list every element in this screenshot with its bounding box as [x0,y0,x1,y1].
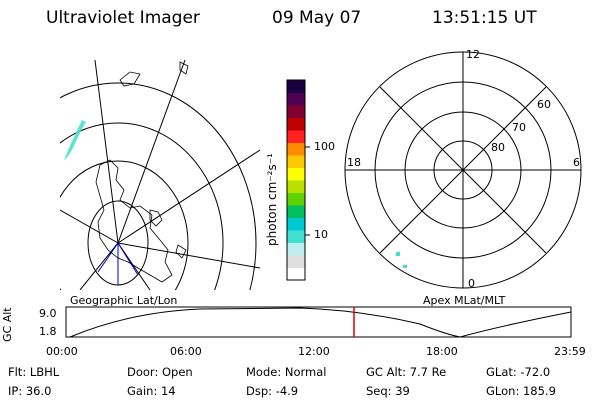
colorbar-band [287,180,305,193]
coastline [175,244,187,259]
polar-emission-spot [403,265,407,268]
door-info: Door: Open [127,365,193,379]
altitude-curve [69,307,572,338]
colorbar-band [287,230,305,243]
meridian [117,149,260,244]
colorbar-band [287,80,305,93]
time-tick-1200: 12:00 [298,345,330,358]
polar-emission-spot [396,252,400,256]
altitude-panel-frame [65,306,572,338]
colorbar-tick-label-10: 10 [314,228,328,241]
colorbar-band [287,117,305,131]
gain-info: Gain: 14 [127,384,176,398]
gc-alt-info: GC Alt: 7.7 Re [366,365,447,379]
meridian [117,242,260,269]
meridian [60,209,119,244]
lat-label-80: 80 [491,141,505,154]
colorbar-band [287,167,305,181]
colorbar-band [287,130,305,143]
lat-label-60: 60 [537,98,551,111]
time-tick-0600: 06:00 [170,345,202,358]
coastline [119,71,141,87]
mode-info: Mode: Normal [246,365,327,379]
mlt-label-12: 12 [466,48,480,61]
ip-info: IP: 36.0 [8,384,52,398]
satellite-track [117,242,139,276]
seq-info: Seq: 39 [366,384,410,398]
date-label: 09 May 07 [272,8,362,28]
time-tick-2359: 23:59 [554,345,586,358]
colorbar-band [287,205,305,218]
lat-circle [60,160,189,290]
glon-info: GLon: 185.9 [486,384,556,398]
colorbar-unit-label: photon cm⁻²s⁻¹ [265,153,279,246]
instrument-title: Ultraviolet Imager [46,8,200,28]
lat-circle [60,122,224,290]
colorbar-band [287,192,305,206]
meridian [94,59,119,244]
altitude-tick-9: 9.0 [39,307,57,320]
colorbar [287,80,305,281]
colorbar-band [287,142,305,156]
coastline [149,209,163,227]
colorbar-frame [286,79,306,281]
apex-caption: Apex MLat/MLT [423,294,506,307]
coastline [95,159,173,283]
colorbar-band [287,105,305,118]
meridian [117,59,186,244]
lat-label-70: 70 [512,121,526,134]
mlt-label-6: 6 [573,156,580,169]
filter-info: Flt: LBHL [8,365,60,379]
geographic-caption: Geographic Lat/Lon [70,294,178,307]
aurora-emission [64,120,86,160]
colorbar-band [287,267,305,281]
mlt-label-18: 18 [347,156,361,169]
colorbar-band [287,255,305,268]
time-tick-1800: 18:00 [426,345,458,358]
polar-axis [379,86,547,254]
colorbar-band [287,155,305,168]
meridian [79,242,119,290]
colorbar-band [287,217,305,231]
dsp-info: Dsp: -4.9 [246,384,299,398]
satellite-track [97,242,119,273]
polar-plot [344,51,582,289]
colorbar-band [287,92,305,106]
altitude-tick-1-8: 1.8 [39,325,57,338]
colorbar-tick-label-100: 100 [314,140,335,153]
mlt-label-0: 0 [468,277,475,290]
time-tick-0000: 00:00 [46,345,78,358]
time-label: 13:51:15 UT [432,8,537,28]
altitude-axis-label: GC Alt [1,307,14,342]
lat-circle [60,82,257,290]
colorbar-band [287,242,305,256]
glat-info: GLat: -72.0 [486,365,551,379]
coastline [179,61,189,75]
